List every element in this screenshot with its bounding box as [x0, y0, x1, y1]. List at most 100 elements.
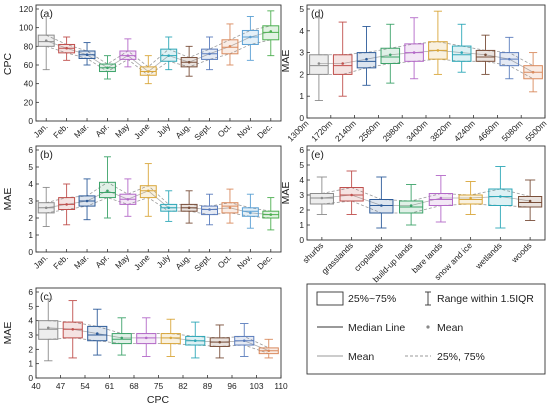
legend-mean-point-swatch [426, 325, 430, 329]
panel-c-cpc-mae: (c) MAE CPC 0 1 2 3 4 5 6 40 47 54 61 68 75 82 89 96 103… [2, 287, 288, 406]
x-tick-label: 3820m [428, 118, 453, 143]
plot-frame [35, 287, 282, 379]
box-4 [111, 317, 132, 356]
mean-point [508, 57, 511, 61]
x-tick-label: Feb. [51, 121, 70, 140]
mean-line [46, 190, 271, 215]
box-3 [369, 176, 394, 229]
box-7 [488, 166, 513, 229]
y-tick-label: 0 [28, 116, 33, 126]
panel-d-elevation-mae: (d) MAE 0123451300m1720m2140m2560m2980m3… [280, 4, 548, 144]
box-4 [399, 184, 424, 226]
mean-point [65, 46, 68, 50]
y-tick-label: 4 [299, 175, 304, 185]
y-tick-label: 3 [28, 196, 33, 206]
mean-point [531, 70, 535, 74]
x-tick-label: May [113, 121, 132, 140]
x-tick-label: 4660m [476, 118, 501, 143]
mean-point [469, 196, 472, 200]
x-tick-label: 68 [129, 381, 139, 391]
mean-point [146, 189, 150, 193]
q1-dashed-line [46, 197, 271, 219]
box-11 [241, 193, 259, 229]
plot-frame [306, 145, 546, 241]
mean-point [144, 336, 148, 340]
q3-dashed-line [318, 41, 534, 67]
x-tick-label: 5500m [523, 118, 548, 143]
box-3 [78, 42, 96, 66]
box-2 [332, 21, 353, 97]
box-12 [262, 10, 280, 57]
mean-point [460, 51, 464, 54]
y-tick-label: 1 [28, 359, 33, 369]
mean-point [365, 57, 368, 61]
y-tick-label: 3 [299, 190, 304, 200]
box-6 [458, 181, 483, 215]
y-axis-label: CPC [2, 52, 14, 75]
mean-point [249, 211, 252, 215]
box-9 [201, 36, 219, 71]
box-9 [234, 323, 255, 357]
mean-point [208, 208, 211, 211]
x-tick-label: 103 [250, 381, 264, 391]
box-8 [180, 45, 198, 77]
x-tick-label: Feb. [51, 252, 70, 271]
x-tick-label: 2140m [333, 118, 358, 143]
x-tick-label: Aug. [173, 121, 192, 140]
y-tick-label: 4 [28, 179, 33, 189]
panel-b-monthly-mae: (b) MAE 0 1 2 3 4 5 6 Jan. Feb. Mar. Apr. May June Ju… [2, 145, 282, 273]
mean-point [65, 203, 68, 206]
y-tick-label: 5 [299, 160, 304, 170]
x-tick-label: shurbs [300, 240, 325, 265]
x-tick-label: wetlands [473, 240, 504, 271]
box-3 [78, 178, 96, 221]
x-tick-label: Mar. [72, 252, 91, 271]
y-tick-label: 5 [28, 162, 33, 172]
box-5 [404, 17, 424, 80]
mean-point [317, 62, 321, 65]
x-tick-label: Aug. [173, 252, 192, 271]
y-tick-label: 0 [28, 247, 33, 257]
mean-point [44, 39, 48, 43]
x-tick-label: Dec. [255, 121, 274, 140]
q3-dashed-line [46, 25, 271, 68]
y-tick-label: 2 [299, 205, 304, 215]
x-tick-label: 40 [31, 381, 41, 391]
x-tick-label: Dec. [255, 252, 274, 271]
mean-point [228, 206, 232, 210]
y-tick-label: 6 [28, 145, 33, 155]
mean-point [380, 204, 383, 207]
y-tick-label: 4 [28, 316, 33, 326]
y-tick-label: 0 [28, 373, 33, 383]
y-tick-label: 6 [28, 287, 33, 297]
y-tick-label: 1 [28, 230, 33, 240]
mean-point [267, 349, 271, 353]
legend-mean-point-label: Mean [437, 322, 463, 334]
box-1 [38, 298, 59, 362]
q1-dashed-line [318, 58, 534, 80]
mean-line [48, 327, 269, 352]
x-tick-label: June [132, 252, 152, 272]
box-4 [380, 23, 401, 84]
mean-point [85, 53, 89, 57]
q3-dashed-line [46, 181, 271, 212]
y-tick-label: 60 [24, 60, 34, 70]
mean-line [46, 31, 271, 73]
box-3 [356, 25, 377, 86]
x-tick-label: 61 [105, 381, 115, 391]
y-tick-label: 1 [299, 220, 304, 230]
mean-point [436, 49, 440, 52]
y-tick-label: 3 [299, 48, 304, 58]
iqr-box [38, 320, 59, 340]
mean-point [126, 198, 130, 201]
box-1 [309, 17, 329, 102]
x-tick-label: 1300m [285, 118, 310, 143]
y-axis-label: MAE [280, 182, 292, 205]
box-9 [499, 36, 520, 80]
mean-point [126, 54, 130, 57]
y-tick-label: 3 [28, 330, 33, 340]
legend-frame [306, 283, 546, 375]
x-tick-label: grasslands [319, 240, 355, 276]
panel-a-monthly-cpc: (a) CPC 0 20 40 60 80 100 120 Jan. Feb. Mar. Apr. M… [2, 4, 282, 142]
